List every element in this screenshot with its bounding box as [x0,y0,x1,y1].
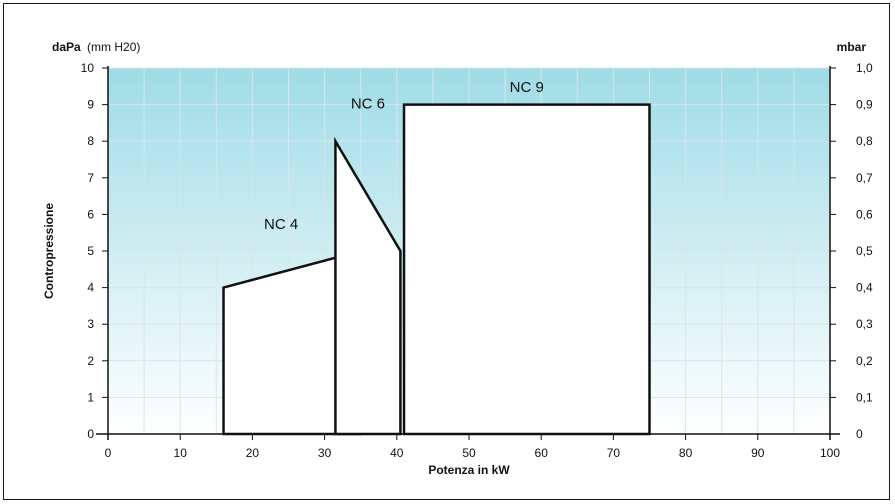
y-left-unit: daPa (mm H20) [52,40,140,54]
y-axis-title: Contropressione [42,203,56,299]
x-tick-label: 100 [820,446,840,460]
x-tick-label: 40 [390,446,404,460]
x-tick-label: 60 [535,446,549,460]
y-right-unit: mbar [837,40,867,54]
y-right-tick-label: 0,4 [856,281,873,295]
series-label: NC 9 [510,79,544,96]
x-tick-label: 70 [607,446,621,460]
y-left-unit-bold: daPa [52,40,81,54]
y-left-tick-label: 0 [87,427,94,441]
y-left-tick-label: 9 [87,98,94,112]
y-left-tick-label: 7 [87,171,94,185]
y-right-tick-label: 0,3 [856,317,873,331]
x-tick-label: 80 [679,446,693,460]
y-right-tick-label: 0,2 [856,354,873,368]
x-tick-label: 0 [105,446,112,460]
y-left-unit-rest: (mm H20) [87,40,140,54]
x-axis-title: Potenza in kW [428,463,510,477]
y-left-tick-label: 4 [87,281,94,295]
y-left-tick-label: 8 [87,134,94,148]
series-label: NC 6 [351,95,385,112]
x-tick-label: 50 [462,446,476,460]
x-tick-label: 10 [174,446,188,460]
y-right-tick-label: 0,1 [856,390,873,404]
y-right-tick-label: 0,7 [856,171,873,185]
x-tick-label: 20 [246,446,260,460]
x-tick-label: 30 [318,446,332,460]
y-left-tick-label: 2 [87,354,94,368]
y-right-tick-label: 0,5 [856,244,873,258]
x-tick-label: 90 [751,446,765,460]
series-nc-9 [402,103,651,436]
y-left-tick-label: 5 [87,244,94,258]
y-left-tick-label: 3 [87,317,94,331]
y-right-tick-label: 0,9 [856,98,873,112]
y-right-tick-label: 0,6 [856,207,873,221]
y-right-tick-label: 1,0 [856,61,873,75]
y-left-tick-label: 6 [87,207,94,221]
series-label: NC 4 [264,216,298,233]
y-left-tick-label: 10 [81,61,95,75]
axes: 0 10 20 30 40 50 60 70 80 90 10001234567891000,10,… [81,61,873,460]
y-right-tick-label: 0 [856,427,863,441]
y-right-tick-label: 0,8 [856,134,873,148]
y-left-tick-label: 1 [87,390,94,404]
